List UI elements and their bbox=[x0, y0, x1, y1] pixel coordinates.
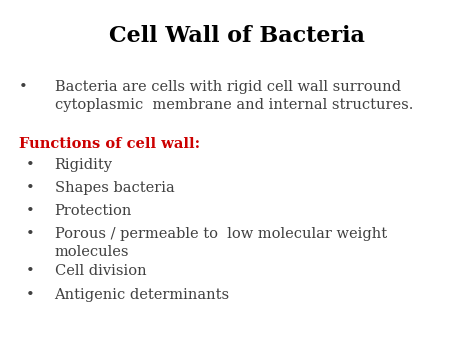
Text: •: • bbox=[26, 264, 35, 278]
Text: Cell Wall of Bacteria: Cell Wall of Bacteria bbox=[109, 25, 365, 47]
Text: •: • bbox=[19, 80, 27, 94]
Text: Rigidity: Rigidity bbox=[55, 158, 112, 172]
Text: Porous / permeable to  low molecular weight
molecules: Porous / permeable to low molecular weig… bbox=[55, 227, 387, 259]
Text: Bacteria are cells with rigid cell wall surround
cytoplasmic  membrane and inter: Bacteria are cells with rigid cell wall … bbox=[55, 80, 413, 112]
Text: •: • bbox=[26, 204, 35, 218]
Text: •: • bbox=[26, 288, 35, 301]
Text: Cell division: Cell division bbox=[55, 264, 146, 278]
Text: Shapes bacteria: Shapes bacteria bbox=[55, 181, 174, 195]
Text: Functions of cell wall:: Functions of cell wall: bbox=[19, 137, 200, 151]
Text: Protection: Protection bbox=[55, 204, 132, 218]
Text: Antigenic determinants: Antigenic determinants bbox=[55, 288, 229, 301]
Text: •: • bbox=[26, 158, 35, 172]
Text: •: • bbox=[26, 227, 35, 241]
Text: •: • bbox=[26, 181, 35, 195]
